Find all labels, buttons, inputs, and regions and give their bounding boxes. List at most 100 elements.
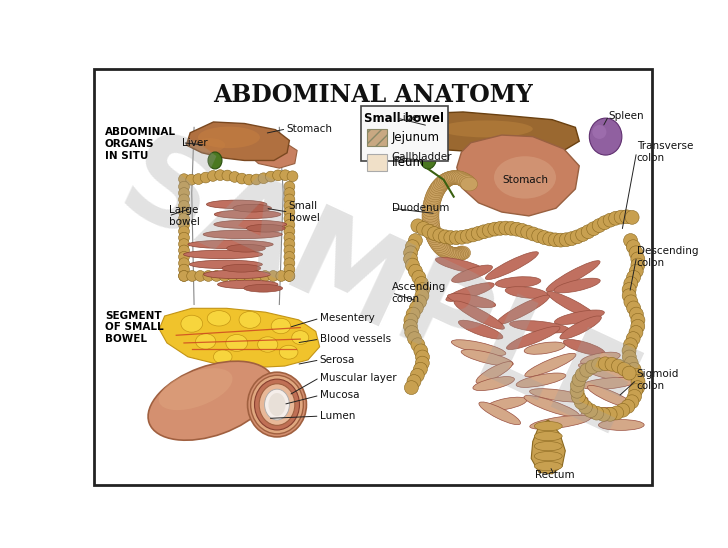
Ellipse shape (617, 362, 631, 376)
Ellipse shape (510, 321, 569, 333)
Ellipse shape (422, 203, 439, 217)
Ellipse shape (251, 174, 262, 185)
Ellipse shape (276, 271, 287, 281)
Ellipse shape (516, 373, 566, 387)
Ellipse shape (630, 368, 644, 383)
Ellipse shape (178, 264, 189, 275)
Ellipse shape (534, 452, 562, 461)
Ellipse shape (494, 221, 507, 235)
Ellipse shape (630, 307, 644, 321)
Ellipse shape (442, 247, 459, 260)
Ellipse shape (454, 301, 505, 329)
Text: Stomach: Stomach (502, 175, 548, 185)
Ellipse shape (428, 184, 445, 198)
Ellipse shape (284, 232, 295, 243)
Ellipse shape (459, 320, 503, 339)
Ellipse shape (178, 252, 189, 262)
Ellipse shape (581, 378, 637, 389)
Text: Blood vessels: Blood vessels (320, 334, 391, 344)
Ellipse shape (629, 384, 643, 397)
Ellipse shape (537, 231, 551, 244)
Ellipse shape (590, 118, 622, 155)
Ellipse shape (631, 375, 645, 389)
Ellipse shape (534, 421, 562, 431)
Ellipse shape (413, 295, 427, 309)
Ellipse shape (280, 345, 298, 359)
Ellipse shape (264, 389, 290, 420)
Ellipse shape (409, 301, 423, 315)
Ellipse shape (430, 237, 447, 251)
Ellipse shape (627, 301, 641, 315)
Ellipse shape (437, 244, 454, 258)
Ellipse shape (555, 310, 604, 324)
Ellipse shape (499, 221, 513, 235)
Ellipse shape (534, 442, 562, 451)
Ellipse shape (213, 350, 232, 364)
Ellipse shape (406, 307, 420, 321)
Ellipse shape (547, 292, 598, 320)
Ellipse shape (441, 172, 458, 185)
Ellipse shape (407, 375, 421, 389)
Ellipse shape (430, 180, 448, 194)
Text: Rectum: Rectum (534, 470, 574, 481)
Text: Serosa: Serosa (320, 355, 355, 365)
Ellipse shape (292, 330, 309, 345)
Ellipse shape (486, 252, 539, 279)
Ellipse shape (272, 318, 290, 334)
Ellipse shape (622, 350, 636, 364)
Ellipse shape (408, 332, 422, 346)
Ellipse shape (284, 201, 295, 211)
Ellipse shape (585, 360, 599, 374)
Ellipse shape (284, 239, 295, 249)
Ellipse shape (435, 243, 452, 257)
Ellipse shape (229, 172, 240, 182)
Ellipse shape (227, 271, 238, 281)
Ellipse shape (590, 406, 604, 420)
Ellipse shape (252, 271, 262, 281)
Ellipse shape (237, 173, 248, 184)
Ellipse shape (266, 171, 276, 182)
Ellipse shape (563, 340, 605, 356)
Ellipse shape (526, 227, 540, 241)
Ellipse shape (422, 214, 439, 227)
Ellipse shape (207, 170, 218, 181)
Ellipse shape (431, 239, 448, 253)
Ellipse shape (438, 173, 455, 187)
Text: Lumen: Lumen (320, 411, 355, 421)
Ellipse shape (593, 125, 606, 139)
Ellipse shape (581, 407, 625, 419)
Text: Muscular layer: Muscular layer (320, 373, 396, 383)
Ellipse shape (439, 172, 456, 186)
Ellipse shape (218, 280, 278, 289)
Ellipse shape (203, 271, 214, 281)
Ellipse shape (451, 171, 468, 185)
Ellipse shape (211, 271, 222, 281)
Ellipse shape (624, 338, 638, 352)
Ellipse shape (196, 334, 215, 349)
Ellipse shape (411, 338, 425, 352)
Ellipse shape (178, 271, 189, 281)
Ellipse shape (178, 232, 189, 243)
Ellipse shape (622, 344, 636, 358)
Ellipse shape (215, 170, 226, 180)
Ellipse shape (576, 227, 590, 242)
Ellipse shape (626, 239, 640, 254)
Ellipse shape (423, 221, 440, 235)
Ellipse shape (178, 239, 189, 249)
Ellipse shape (422, 201, 440, 214)
Ellipse shape (483, 224, 496, 237)
Ellipse shape (422, 224, 436, 238)
Ellipse shape (521, 225, 535, 239)
Ellipse shape (414, 362, 427, 376)
Ellipse shape (435, 258, 486, 274)
Ellipse shape (195, 271, 205, 281)
Ellipse shape (412, 270, 426, 284)
Ellipse shape (605, 357, 619, 371)
Text: Jejunum: Jejunum (392, 131, 440, 144)
Ellipse shape (178, 258, 189, 269)
Ellipse shape (453, 172, 470, 186)
Ellipse shape (435, 175, 451, 189)
Ellipse shape (559, 233, 573, 247)
Ellipse shape (622, 366, 636, 380)
Ellipse shape (403, 252, 418, 266)
